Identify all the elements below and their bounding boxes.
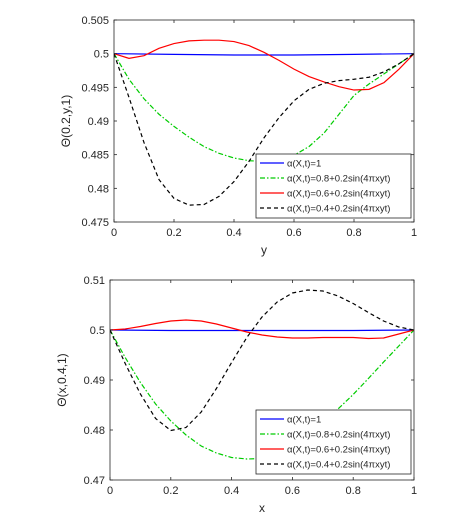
y-tick-label: 0.51 bbox=[84, 275, 105, 287]
x-tick-label: 0 bbox=[111, 227, 117, 239]
legend-box bbox=[255, 409, 412, 475]
legend-entry: α(X,t)=0.8+0.2sin(4πxyt) bbox=[287, 430, 390, 441]
y-tick-label: 0.505 bbox=[81, 15, 109, 27]
chart-1: 0 0.2 0.4 0.6 0.8 1 0.475 0.48 0.485 0.49 0.495 0.5… bbox=[59, 15, 417, 257]
series-line-3 bbox=[110, 319, 414, 340]
x-tick-label: 1 bbox=[411, 227, 417, 239]
y-tick-label: 0.49 bbox=[84, 375, 105, 387]
y-tick-label: 0.495 bbox=[81, 82, 109, 94]
y-tick-label: 0.5 bbox=[90, 325, 105, 337]
legend-entry: α(X,t)=0.4+0.2sin(4πxyt) bbox=[287, 204, 390, 215]
x-tick-label: 0.8 bbox=[346, 485, 361, 497]
y-tick-label: 0.5 bbox=[94, 49, 109, 61]
legend-entry: α(X,t)=0.6+0.2sin(4πxyt) bbox=[287, 189, 390, 200]
y-tick-label: 0.49 bbox=[88, 116, 109, 128]
legend-entry: α(X,t)=0.6+0.2sin(4πxyt) bbox=[287, 445, 390, 456]
x-axis-label: x bbox=[259, 501, 265, 515]
y-axis-label: Θ(0.2,y,1) bbox=[59, 95, 73, 147]
x-tick-label: 0.4 bbox=[224, 485, 239, 497]
y-tick-label: 0.48 bbox=[84, 425, 105, 437]
x-tick-label: 0.6 bbox=[285, 485, 300, 497]
y-tick-label: 0.48 bbox=[88, 183, 109, 195]
x-tick-label: 0.4 bbox=[226, 227, 241, 239]
y-axis-label: Θ(x,0.4,1) bbox=[55, 353, 69, 406]
legend: α(X,t)=1 α(X,t)=0.8+0.2sin(4πxyt) α(X,t)=0… bbox=[255, 409, 412, 475]
x-tick-label: 0.2 bbox=[163, 485, 178, 497]
legend-entry: α(X,t)=1 bbox=[287, 159, 321, 170]
series-line-1 bbox=[114, 53, 414, 56]
x-tick-label: 0.2 bbox=[166, 227, 181, 239]
x-tick-label: 0.6 bbox=[286, 227, 301, 239]
x-tick-label: 0.8 bbox=[346, 227, 361, 239]
series-line-4 bbox=[114, 53, 414, 206]
series-line-4 bbox=[110, 289, 414, 432]
legend: α(X,t)=1 α(X,t)=0.8+0.2sin(4πxyt) α(X,t)=0… bbox=[255, 153, 412, 219]
series-line-1 bbox=[110, 329, 414, 332]
y-tick-label: 0.475 bbox=[81, 217, 109, 229]
legend-entry: α(X,t)=1 bbox=[287, 415, 321, 426]
legend-entry: α(X,t)=0.8+0.2sin(4πxyt) bbox=[287, 174, 390, 185]
y-tick-label: 0.485 bbox=[81, 150, 109, 162]
chart-2: 0 0.2 0.4 0.6 0.8 1 0.47 0.48 0.49 0.5 0.51 x Θ(x,0.… bbox=[55, 275, 417, 515]
legend-entry: α(X,t)=0.4+0.2sin(4πxyt) bbox=[287, 460, 390, 471]
x-tick-label: 0 bbox=[107, 485, 113, 497]
series-line-3 bbox=[114, 39, 414, 91]
x-tick-label: 1 bbox=[411, 485, 417, 497]
y-tick-label: 0.47 bbox=[84, 475, 105, 487]
legend-box bbox=[255, 153, 412, 219]
x-axis-label: y bbox=[261, 243, 267, 257]
